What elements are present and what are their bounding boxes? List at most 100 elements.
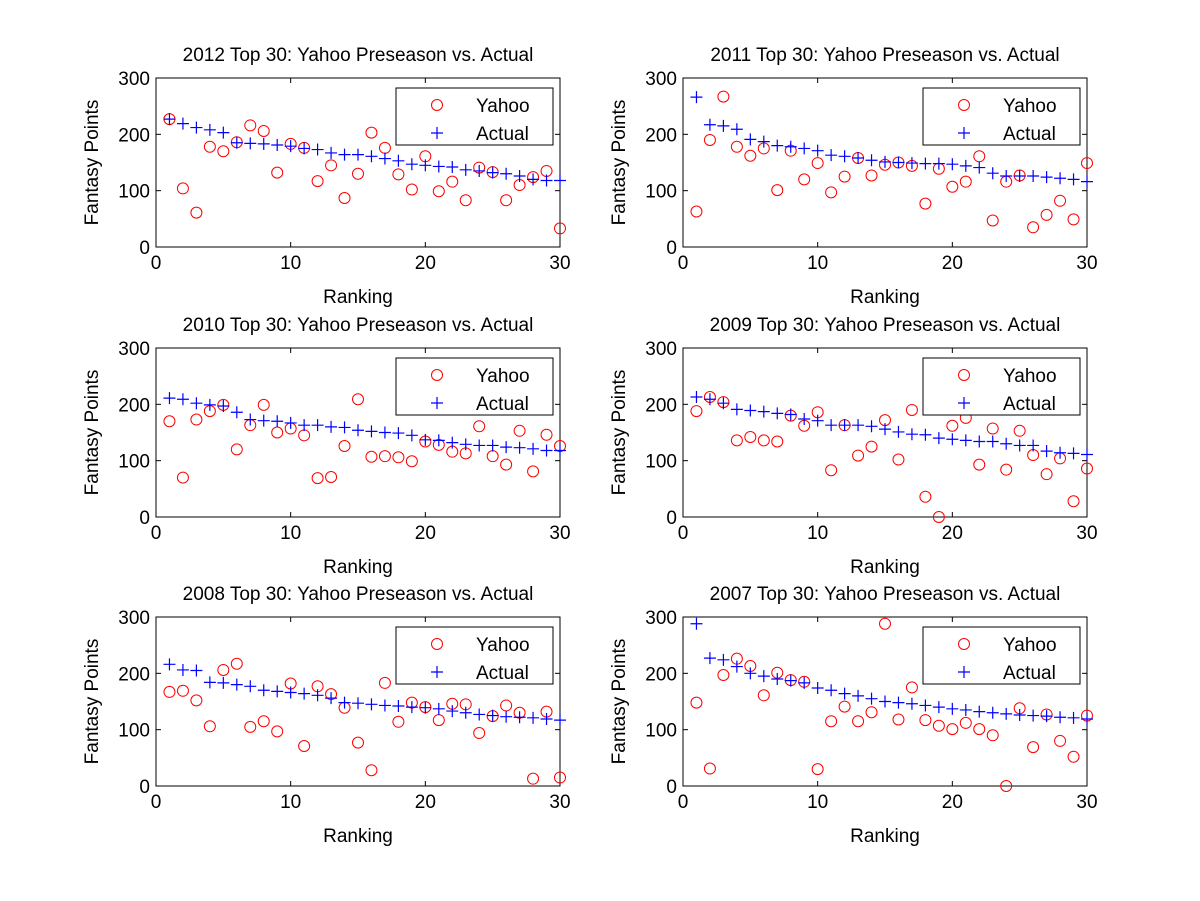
legend-actual-marker (958, 127, 970, 139)
legend: Yahoo Actual (922, 626, 1081, 685)
actual-point (1000, 437, 1013, 450)
yahoo-point (540, 428, 553, 441)
yahoo-point (392, 168, 405, 181)
actual-point (163, 113, 176, 126)
actual-point (257, 684, 270, 697)
chart-title: 2009 Top 30: Yahoo Preseason vs. Actual (710, 315, 1061, 336)
actual-point (986, 167, 999, 180)
x-tick-label: 10 (807, 792, 828, 813)
y-tick-label: 300 (645, 339, 677, 360)
actual-point (217, 126, 230, 139)
actual-point (459, 163, 472, 176)
actual-point (798, 142, 811, 155)
x-tick-label: 10 (807, 253, 828, 274)
y-axis-label: Fantasy Points (609, 100, 630, 226)
yahoo-point (500, 194, 513, 207)
yahoo-point (1081, 157, 1093, 170)
plot-area (155, 616, 561, 787)
actual-point (973, 435, 986, 448)
actual-point (325, 420, 338, 433)
yahoo-point (865, 706, 878, 719)
legend-actual-marker (958, 397, 970, 409)
actual-point (703, 393, 716, 406)
yahoo-point (163, 415, 176, 428)
actual-point (352, 697, 364, 710)
x-axis-label: Ranking (323, 287, 393, 308)
legend-label: Actual (1003, 394, 1056, 415)
actual-point (757, 135, 770, 148)
legend-label: Actual (1003, 663, 1056, 684)
actual-point (527, 442, 540, 455)
yahoo-point (176, 471, 189, 484)
yahoo-point (986, 422, 999, 435)
yahoo-point (1000, 463, 1013, 476)
actual-point (946, 158, 959, 171)
actual-point (352, 148, 364, 161)
actual-point (1013, 439, 1026, 452)
actual-point (744, 133, 757, 146)
actual-point (203, 676, 216, 689)
yahoo-point (257, 715, 270, 728)
actual-point (986, 706, 999, 719)
y-tick-label: 100 (118, 721, 150, 742)
actual-point (298, 142, 311, 155)
actual-point (486, 709, 499, 722)
x-tick-label: 20 (942, 523, 963, 544)
y-tick-label: 100 (118, 182, 150, 203)
chart-title: 2012 Top 30: Yahoo Preseason vs. Actual (183, 45, 534, 66)
legend-box (395, 626, 554, 685)
y-tick-label: 0 (139, 777, 150, 798)
actual-point (744, 404, 757, 417)
yahoo-point (690, 405, 703, 418)
actual-point (932, 157, 945, 170)
legend-label: Yahoo (476, 96, 530, 117)
actual-point (730, 403, 743, 416)
actual-point (190, 121, 203, 134)
actual-point (473, 708, 486, 721)
actual-point (284, 686, 297, 699)
plot-area (682, 77, 1088, 248)
legend-label: Actual (476, 663, 529, 684)
actual-point (1013, 709, 1026, 722)
actual-point (690, 391, 703, 404)
actual-point (365, 698, 378, 711)
actual-point (298, 419, 311, 432)
yahoo-point (203, 140, 216, 153)
actual-point (459, 706, 472, 719)
actual-point (946, 702, 959, 715)
y-axis-label: Fantasy Points (82, 639, 103, 765)
x-tick-label: 10 (807, 523, 828, 544)
actual-point (378, 152, 391, 165)
actual-point (717, 397, 730, 410)
yahoo-point (311, 472, 324, 485)
actual-point (1067, 447, 1080, 460)
y-axis-label: Fantasy Points (82, 100, 103, 226)
actual-point (757, 405, 770, 418)
actual-point (798, 412, 811, 425)
yahoo-point (405, 455, 418, 468)
actual-point (513, 170, 526, 183)
actual-point (554, 174, 566, 187)
actual-point (203, 398, 216, 411)
y-tick-label: 0 (666, 777, 677, 798)
y-tick-label: 100 (645, 721, 677, 742)
actual-point (486, 166, 499, 179)
actual-point (338, 148, 351, 161)
yahoo-point (852, 715, 865, 728)
yahoo-point (244, 720, 257, 733)
yahoo-point (432, 714, 445, 727)
x-axis-label: Ranking (323, 826, 393, 847)
yahoo-point (703, 762, 716, 775)
yahoo-point (500, 458, 513, 471)
plot-area (155, 77, 561, 248)
legend-box (395, 357, 554, 416)
actual-point (932, 701, 945, 714)
actual-point (311, 689, 324, 702)
actual-point (1040, 445, 1053, 458)
actual-point (771, 139, 784, 152)
actual-point (717, 119, 730, 132)
actual-point (865, 692, 878, 705)
y-tick-label: 0 (139, 238, 150, 259)
